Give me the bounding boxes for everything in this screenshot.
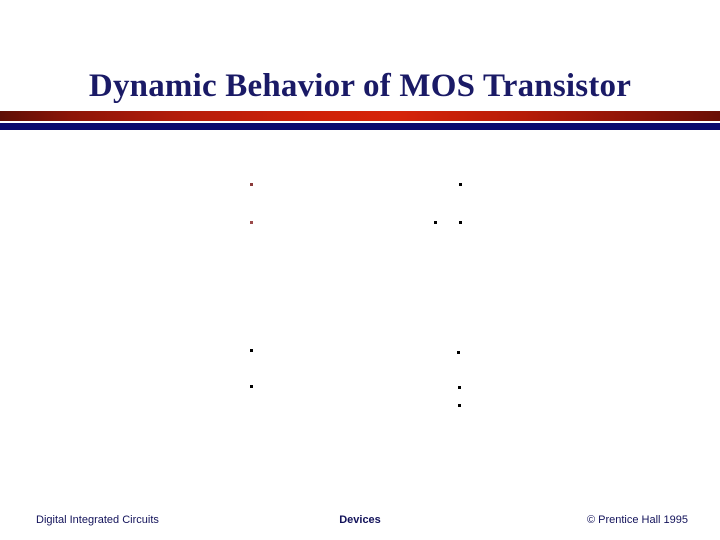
divider-red-bar	[0, 111, 720, 121]
divider-navy-bar	[0, 123, 720, 130]
slide-footer: Digital Integrated Circuits Devices © Pr…	[0, 512, 720, 530]
bullet-mark-7	[457, 351, 460, 354]
slide-body	[0, 140, 720, 490]
bullet-mark-8	[250, 385, 253, 388]
footer-section-label: Devices	[339, 514, 381, 526]
title-divider	[0, 111, 720, 130]
bullet-mark-3	[250, 221, 253, 224]
bullet-mark-10	[458, 404, 461, 407]
bullet-mark-5	[459, 221, 462, 224]
bullet-mark-1	[250, 183, 253, 186]
page-title: Dynamic Behavior of MOS Transistor	[88, 68, 632, 105]
divider-gap	[0, 121, 720, 123]
footer-course-label: Digital Integrated Circuits	[36, 514, 159, 526]
footer-copyright-label: © Prentice Hall 1995	[586, 514, 688, 526]
bullet-mark-9	[458, 386, 461, 389]
bullet-mark-4	[434, 221, 437, 224]
bullet-mark-6	[250, 349, 253, 352]
bullet-mark-2	[459, 183, 462, 186]
